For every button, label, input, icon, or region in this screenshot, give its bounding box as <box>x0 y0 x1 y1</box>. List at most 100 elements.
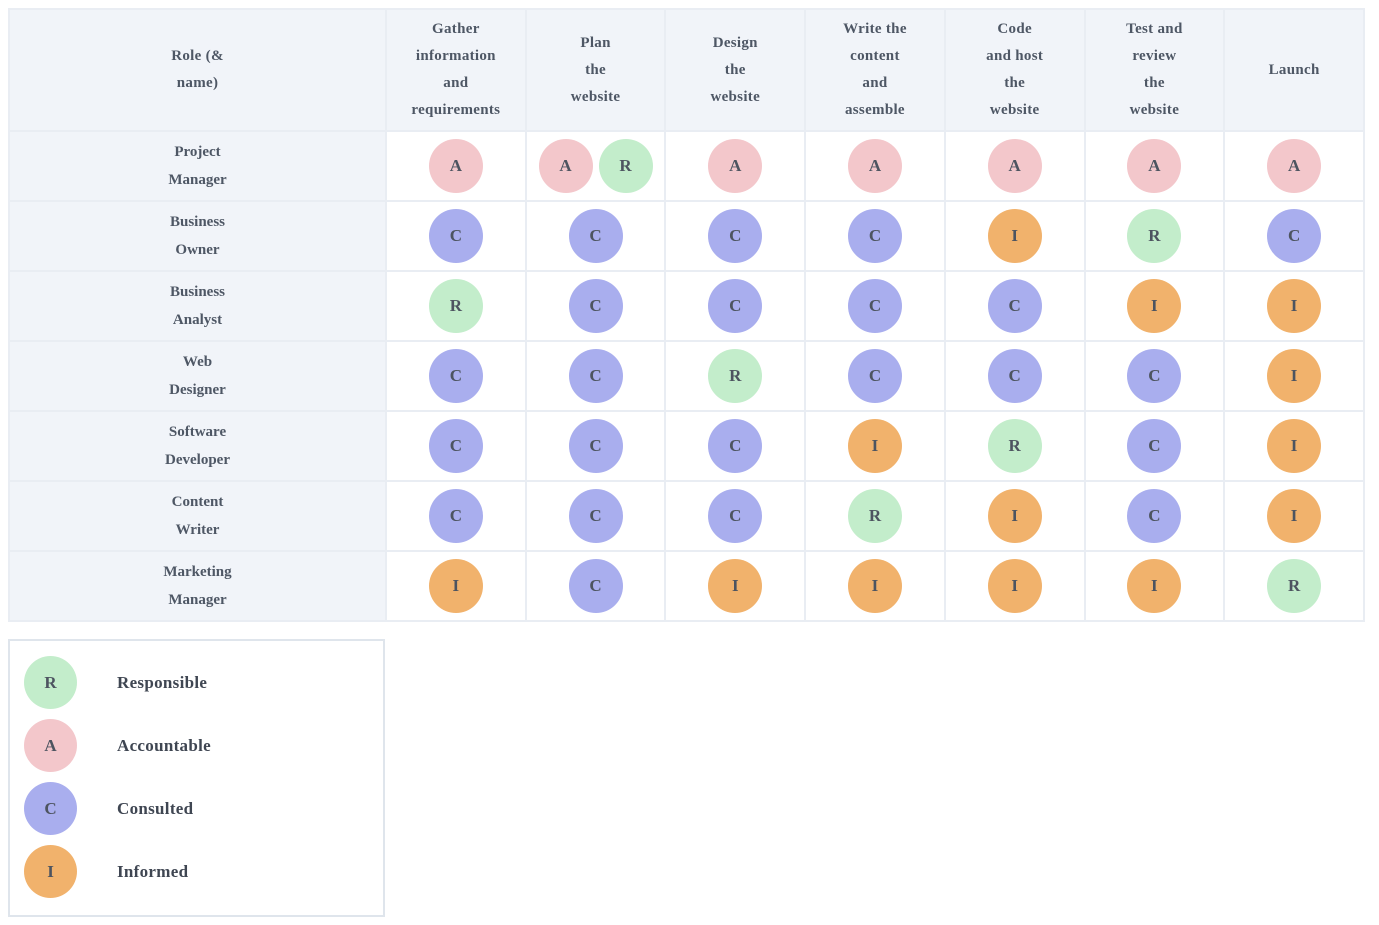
raci-badge-c: C <box>428 489 483 543</box>
assignment-cell: C <box>804 340 946 412</box>
matrix-row: Business Owner C C C C I R C <box>8 200 1365 272</box>
raci-badge-c: C <box>568 419 623 473</box>
raci-badge-c: C <box>987 349 1042 403</box>
raci-badge-i: I <box>847 559 902 613</box>
legend-box: R Responsible A Accountable C Consulted I Infor… <box>8 639 385 917</box>
raci-badge-r: R <box>598 139 653 193</box>
raci-badge-c: C <box>847 349 902 403</box>
matrix-row: Business Analyst R C C C C I I <box>8 270 1365 342</box>
raci-badge-i: I <box>987 559 1042 613</box>
assignment-cell: C <box>385 480 527 552</box>
column-header: Write the content and assemble <box>804 8 946 132</box>
assignment-cell: C <box>1223 200 1365 272</box>
column-header: Test and review the website <box>1083 8 1226 132</box>
legend-label: Consulted <box>117 798 194 818</box>
assignment-cell: R <box>664 340 807 412</box>
raci-badge-i: I <box>1267 279 1322 333</box>
raci-badge-r: R <box>987 419 1042 473</box>
raci-badge-i: I <box>847 419 902 473</box>
assignment-cell: C <box>664 480 807 552</box>
raci-badge-r: R <box>847 489 902 543</box>
raci-badge-i: I <box>1267 419 1322 473</box>
assignment-cell: R <box>385 270 527 342</box>
raci-badge-c: C <box>708 279 763 333</box>
legend-label: Accountable <box>117 735 211 755</box>
raci-badge-r: R <box>1267 559 1322 613</box>
raci-badge-i: I <box>708 559 763 613</box>
assignment-cell: C <box>664 200 807 272</box>
raci-badge-c: C <box>708 209 763 263</box>
assignment-cell: R <box>943 410 1086 482</box>
raci-badge-c: C <box>568 279 623 333</box>
raci-badge-i: I <box>987 209 1042 263</box>
matrix-row: Software Developer C C C I R C I <box>8 410 1365 482</box>
assignment-cell: I <box>804 550 946 622</box>
assignment-cell: C <box>385 200 527 272</box>
raci-badge-c: C <box>708 489 763 543</box>
assignment-cell: C <box>664 410 807 482</box>
raci-badge-c: C <box>568 209 623 263</box>
raci-badge-i: I <box>1267 489 1322 543</box>
assignment-cell: C <box>804 200 946 272</box>
legend-item-responsible: R Responsible <box>10 651 383 714</box>
legend-items: R Responsible A Accountable C Consulted I Infor… <box>10 651 383 903</box>
raci-badge-c: C <box>1267 209 1322 263</box>
raci-badge-r: R <box>24 656 77 709</box>
matrix-header-row: Role (& name) Gather information and requ… <box>8 8 1365 132</box>
assignment-cell: C <box>943 270 1086 342</box>
raci-badge-c: C <box>568 559 623 613</box>
assignment-cell: C <box>804 270 946 342</box>
raci-badge-c: C <box>1127 419 1182 473</box>
role-cell: Business Analyst <box>8 270 387 342</box>
assignment-cell: A <box>1083 130 1226 202</box>
role-cell: Software Developer <box>8 410 387 482</box>
raci-matrix-table: Role (& name) Gather information and requ… <box>8 8 1365 622</box>
legend-item-accountable: A Accountable <box>10 714 383 777</box>
assignment-cell: C <box>1083 340 1226 412</box>
corner-header-role: Role (& name) <box>8 8 387 132</box>
raci-badge-c: C <box>428 209 483 263</box>
assignment-cell: A <box>804 130 946 202</box>
assignment-cell: I <box>1223 340 1365 412</box>
raci-badge-a: A <box>987 139 1042 193</box>
role-cell: Marketing Manager <box>8 550 387 622</box>
assignment-cell: C <box>664 270 807 342</box>
assignment-cell: I <box>664 550 807 622</box>
raci-badge-a: A <box>538 139 593 193</box>
assignment-cell: A <box>1223 130 1365 202</box>
column-header: Plan the website <box>524 8 667 132</box>
assignment-cell: C <box>524 410 667 482</box>
raci-badge-r: R <box>428 279 483 333</box>
assignment-cell: C <box>1083 410 1226 482</box>
column-header: Gather information and requirements <box>385 8 527 132</box>
assignment-cell: I <box>943 480 1086 552</box>
column-header: Code and host the website <box>943 8 1086 132</box>
legend-label: Responsible <box>117 672 208 692</box>
assignment-cell: I <box>943 550 1086 622</box>
assignment-cell: A <box>385 130 527 202</box>
raci-badge-i: I <box>1127 279 1182 333</box>
raci-badge-c: C <box>24 782 77 835</box>
raci-badge-a: A <box>1127 139 1182 193</box>
role-cell: Project Manager <box>8 130 387 202</box>
assignment-cell: I <box>1083 270 1226 342</box>
raci-badge-a: A <box>428 139 483 193</box>
raci-badge-a: A <box>847 139 902 193</box>
assignment-cell: C <box>524 340 667 412</box>
matrix-row: Content Writer C C C R I C I <box>8 480 1365 552</box>
assignment-cell: C <box>385 410 527 482</box>
role-cell: Content Writer <box>8 480 387 552</box>
matrix-body: Project Manager A A R A A A A A Business Owner C C C… <box>8 130 1365 622</box>
assignment-cell: R <box>804 480 946 552</box>
assignment-cell: C <box>524 270 667 342</box>
column-header: Launch <box>1223 8 1365 132</box>
raci-badge-i: I <box>1267 349 1322 403</box>
raci-badge-i: I <box>428 559 483 613</box>
role-cell: Business Owner <box>8 200 387 272</box>
raci-badge-c: C <box>428 349 483 403</box>
assignment-cell: A <box>664 130 807 202</box>
assignment-cell: I <box>1083 550 1226 622</box>
matrix-row: Project Manager A A R A A A A A <box>8 130 1365 202</box>
raci-badge-c: C <box>428 419 483 473</box>
